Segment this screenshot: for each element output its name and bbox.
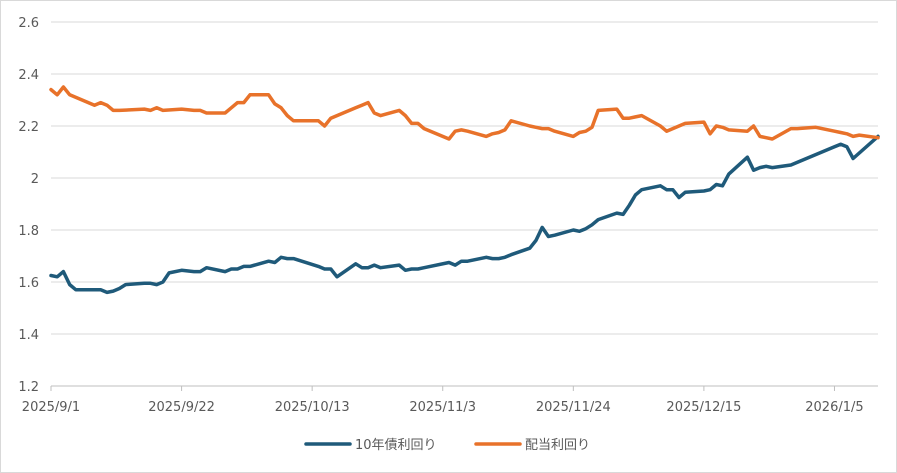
x-tick-label: 2026/1/5: [805, 400, 863, 415]
x-tick-label: 2025/10/13: [275, 400, 350, 415]
y-tick-label: 2.2: [18, 120, 39, 135]
x-tick-label: 2025/11/24: [536, 400, 611, 415]
y-tick-label: 2.6: [18, 16, 39, 31]
y-tick-label: 2: [31, 172, 39, 187]
legend: 10年債利回り 配当利回り: [304, 438, 590, 453]
y-tick-label: 1.2: [18, 380, 39, 395]
y-tick-label: 2.4: [18, 68, 39, 83]
series-line-1: [49, 134, 880, 295]
gridlines: [51, 21, 878, 335]
series-lines: [49, 85, 880, 295]
x-tick-label: 2025/11/3: [409, 400, 476, 415]
x-tick-label: 2025/9/1: [22, 400, 80, 415]
y-tick-label: 1.8: [18, 224, 39, 239]
x-tick-label: 2025/12/15: [666, 400, 741, 415]
y-axis: 1.2 1.4 1.6 1.8 2 2.2 2.4 2.6: [18, 16, 39, 395]
x-tick-label: 2025/9/22: [148, 400, 215, 415]
series-line-2: [49, 85, 880, 141]
x-axis: 2025/9/1 2025/9/22 2025/10/13 2025/11/3 2025…: [22, 385, 878, 415]
legend-label-1: 10年債利回り: [355, 438, 437, 453]
y-tick-label: 1.4: [18, 328, 39, 343]
y-tick-label: 1.6: [18, 276, 39, 291]
legend-label-2: 配当利回り: [525, 438, 590, 453]
